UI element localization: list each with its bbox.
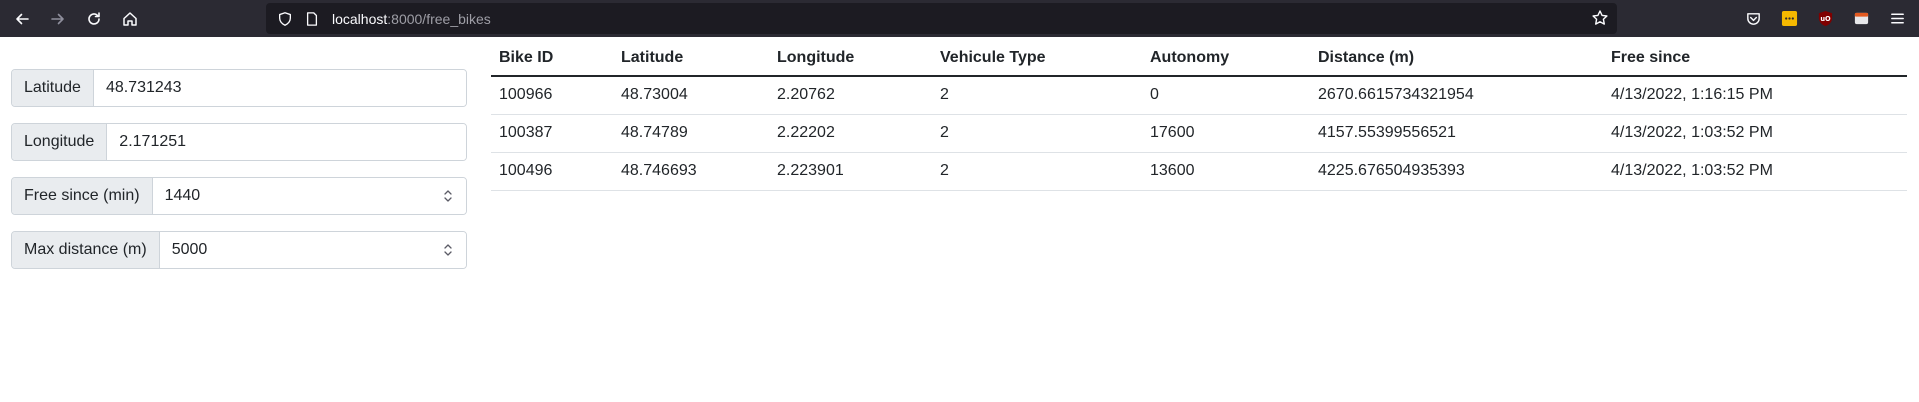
reload-button[interactable] (76, 0, 112, 37)
ublock-button[interactable]: uO (1807, 0, 1843, 37)
latitude-group: Latitude 48.731243 (11, 69, 467, 107)
cell-latitude: 48.746693 (613, 152, 769, 191)
container-icon (1854, 12, 1868, 25)
back-arrow-icon (16, 13, 29, 24)
url-bar[interactable]: localhost:8000/free_bikes (266, 3, 1617, 34)
cell-latitude: 48.74789 (613, 114, 769, 153)
cell-free-since: 4/13/2022, 1:16:15 PM (1603, 76, 1907, 115)
header-longitude: Longitude (769, 40, 932, 77)
pocket-icon (1746, 13, 1760, 25)
results-table-container: Bike ID Latitude Longitude Vehicule Type… (491, 40, 1907, 191)
svg-text:uO: uO (1820, 15, 1831, 23)
max-distance-input[interactable]: 5000 (159, 232, 466, 268)
cell-distance: 4225.676504935393 (1310, 152, 1603, 191)
cell-bike-id: 100387 (491, 114, 613, 153)
cell-longitude: 2.22202 (769, 114, 932, 153)
url-host: localhost (332, 10, 388, 27)
hamburger-menu-icon (1890, 13, 1904, 24)
home-button[interactable] (112, 0, 148, 37)
spinner-arrows-icon (444, 244, 452, 256)
free-since-group: Free since (min) 1440 (11, 177, 467, 215)
url-path: :8000/free_bikes (387, 10, 491, 27)
longitude-label: Longitude (12, 124, 108, 160)
free-since-spinner[interactable] (442, 187, 454, 205)
cell-bike-id: 100496 (491, 152, 613, 191)
header-autonomy: Autonomy (1142, 40, 1310, 77)
header-free-since: Free since (1603, 40, 1907, 77)
cell-free-since: 4/13/2022, 1:03:52 PM (1603, 114, 1907, 153)
forward-button[interactable] (40, 0, 76, 37)
latitude-input[interactable]: 48.731243 (93, 70, 466, 106)
latitude-value: 48.731243 (105, 79, 182, 96)
max-distance-value: 5000 (171, 241, 208, 258)
longitude-input[interactable]: 2.171251 (107, 124, 466, 160)
reload-icon (88, 11, 100, 25)
url-text[interactable]: localhost:8000/free_bikes (332, 11, 491, 27)
free-since-input[interactable]: 1440 (152, 178, 466, 214)
max-distance-spinner[interactable] (442, 241, 454, 259)
cell-vehicule-type: 2 (932, 76, 1142, 115)
pocket-button[interactable] (1735, 0, 1771, 37)
latitude-label: Latitude (12, 70, 94, 106)
tracking-shield-icon[interactable] (276, 10, 294, 28)
header-distance: Distance (m) (1310, 40, 1603, 77)
cell-latitude: 48.73004 (613, 76, 769, 115)
cell-autonomy: 0 (1142, 76, 1310, 115)
free-bikes-table: Bike ID Latitude Longitude Vehicule Type… (491, 40, 1907, 191)
container-button[interactable] (1843, 0, 1879, 37)
cell-free-since: 4/13/2022, 1:03:52 PM (1603, 152, 1907, 191)
toolbar-extensions: uO (1735, 0, 1919, 37)
table-row: 100966 48.73004 2.20762 2 0 2670.6615734… (491, 76, 1907, 115)
longitude-group: Longitude 2.171251 (11, 123, 467, 161)
max-distance-group: Max distance (m) 5000 (11, 231, 467, 269)
extension-yellow-icon (1781, 10, 1797, 27)
extension-yellow-button[interactable] (1771, 0, 1807, 37)
cell-longitude: 2.223901 (769, 152, 932, 191)
cell-vehicule-type: 2 (932, 152, 1142, 191)
cell-vehicule-type: 2 (932, 114, 1142, 153)
spinner-arrows-icon (444, 190, 452, 202)
home-icon (123, 11, 137, 26)
header-bike-id: Bike ID (491, 40, 613, 77)
forward-arrow-icon (51, 13, 64, 24)
ublock-shield-icon: uO (1818, 10, 1832, 27)
max-distance-label: Max distance (m) (12, 232, 160, 268)
search-form: Latitude 48.731243 Longitude 2.171251 Fr… (11, 69, 467, 285)
cell-longitude: 2.20762 (769, 76, 932, 115)
cell-autonomy: 17600 (1142, 114, 1310, 153)
table-row: 100387 48.74789 2.22202 2 17600 4157.553… (491, 114, 1907, 153)
page-info-icon[interactable] (304, 10, 320, 28)
cell-distance: 4157.55399556521 (1310, 114, 1603, 153)
header-vehicule-type: Vehicule Type (932, 40, 1142, 77)
free-since-value: 1440 (164, 187, 201, 204)
free-since-label: Free since (min) (12, 178, 153, 214)
back-button[interactable] (4, 0, 40, 37)
bookmark-star-icon[interactable] (1591, 9, 1609, 27)
cell-distance: 2670.6615734321954 (1310, 76, 1603, 115)
table-row: 100496 48.746693 2.223901 2 13600 4225.6… (491, 152, 1907, 191)
header-latitude: Latitude (613, 40, 769, 77)
cell-autonomy: 13600 (1142, 152, 1310, 191)
cell-bike-id: 100966 (491, 76, 613, 115)
longitude-value: 2.171251 (119, 133, 187, 150)
menu-button[interactable] (1879, 0, 1915, 37)
browser-toolbar: localhost:8000/free_bikes uO (0, 0, 1919, 37)
table-header-row: Bike ID Latitude Longitude Vehicule Type… (491, 40, 1907, 77)
